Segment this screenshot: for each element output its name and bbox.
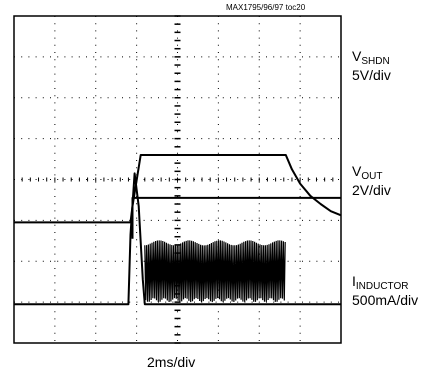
channel-vshdn-subscript: SHDN <box>361 56 390 67</box>
trace-vshdn <box>131 196 341 239</box>
timebase-label: 2ms/div <box>147 354 196 370</box>
channel-label-iinductor: IINDUCTOR 500mA/div <box>352 273 418 308</box>
channel-vout-scale: 2V/div <box>352 182 391 198</box>
traces <box>14 154 342 306</box>
trace-iinductor-ripple <box>144 240 286 303</box>
channel-label-vout: VOUT 2V/div <box>352 163 391 198</box>
figure-id: MAX1795/96/97 toc20 <box>226 3 306 12</box>
trace-iinductor <box>14 172 341 306</box>
channel-vshdn-symbol: V <box>352 48 362 64</box>
channel-vout-symbol: V <box>352 163 362 179</box>
channel-iinductor-subscript: INDUCTOR <box>355 281 409 292</box>
channel-vshdn-scale: 5V/div <box>352 67 391 83</box>
channel-label-vshdn: VSHDN 5V/div <box>352 48 391 83</box>
channel-vout-subscript: OUT <box>361 171 383 182</box>
channel-iinductor-scale: 500mA/div <box>352 292 419 308</box>
channel-iinductor-symbol: I <box>352 273 356 289</box>
